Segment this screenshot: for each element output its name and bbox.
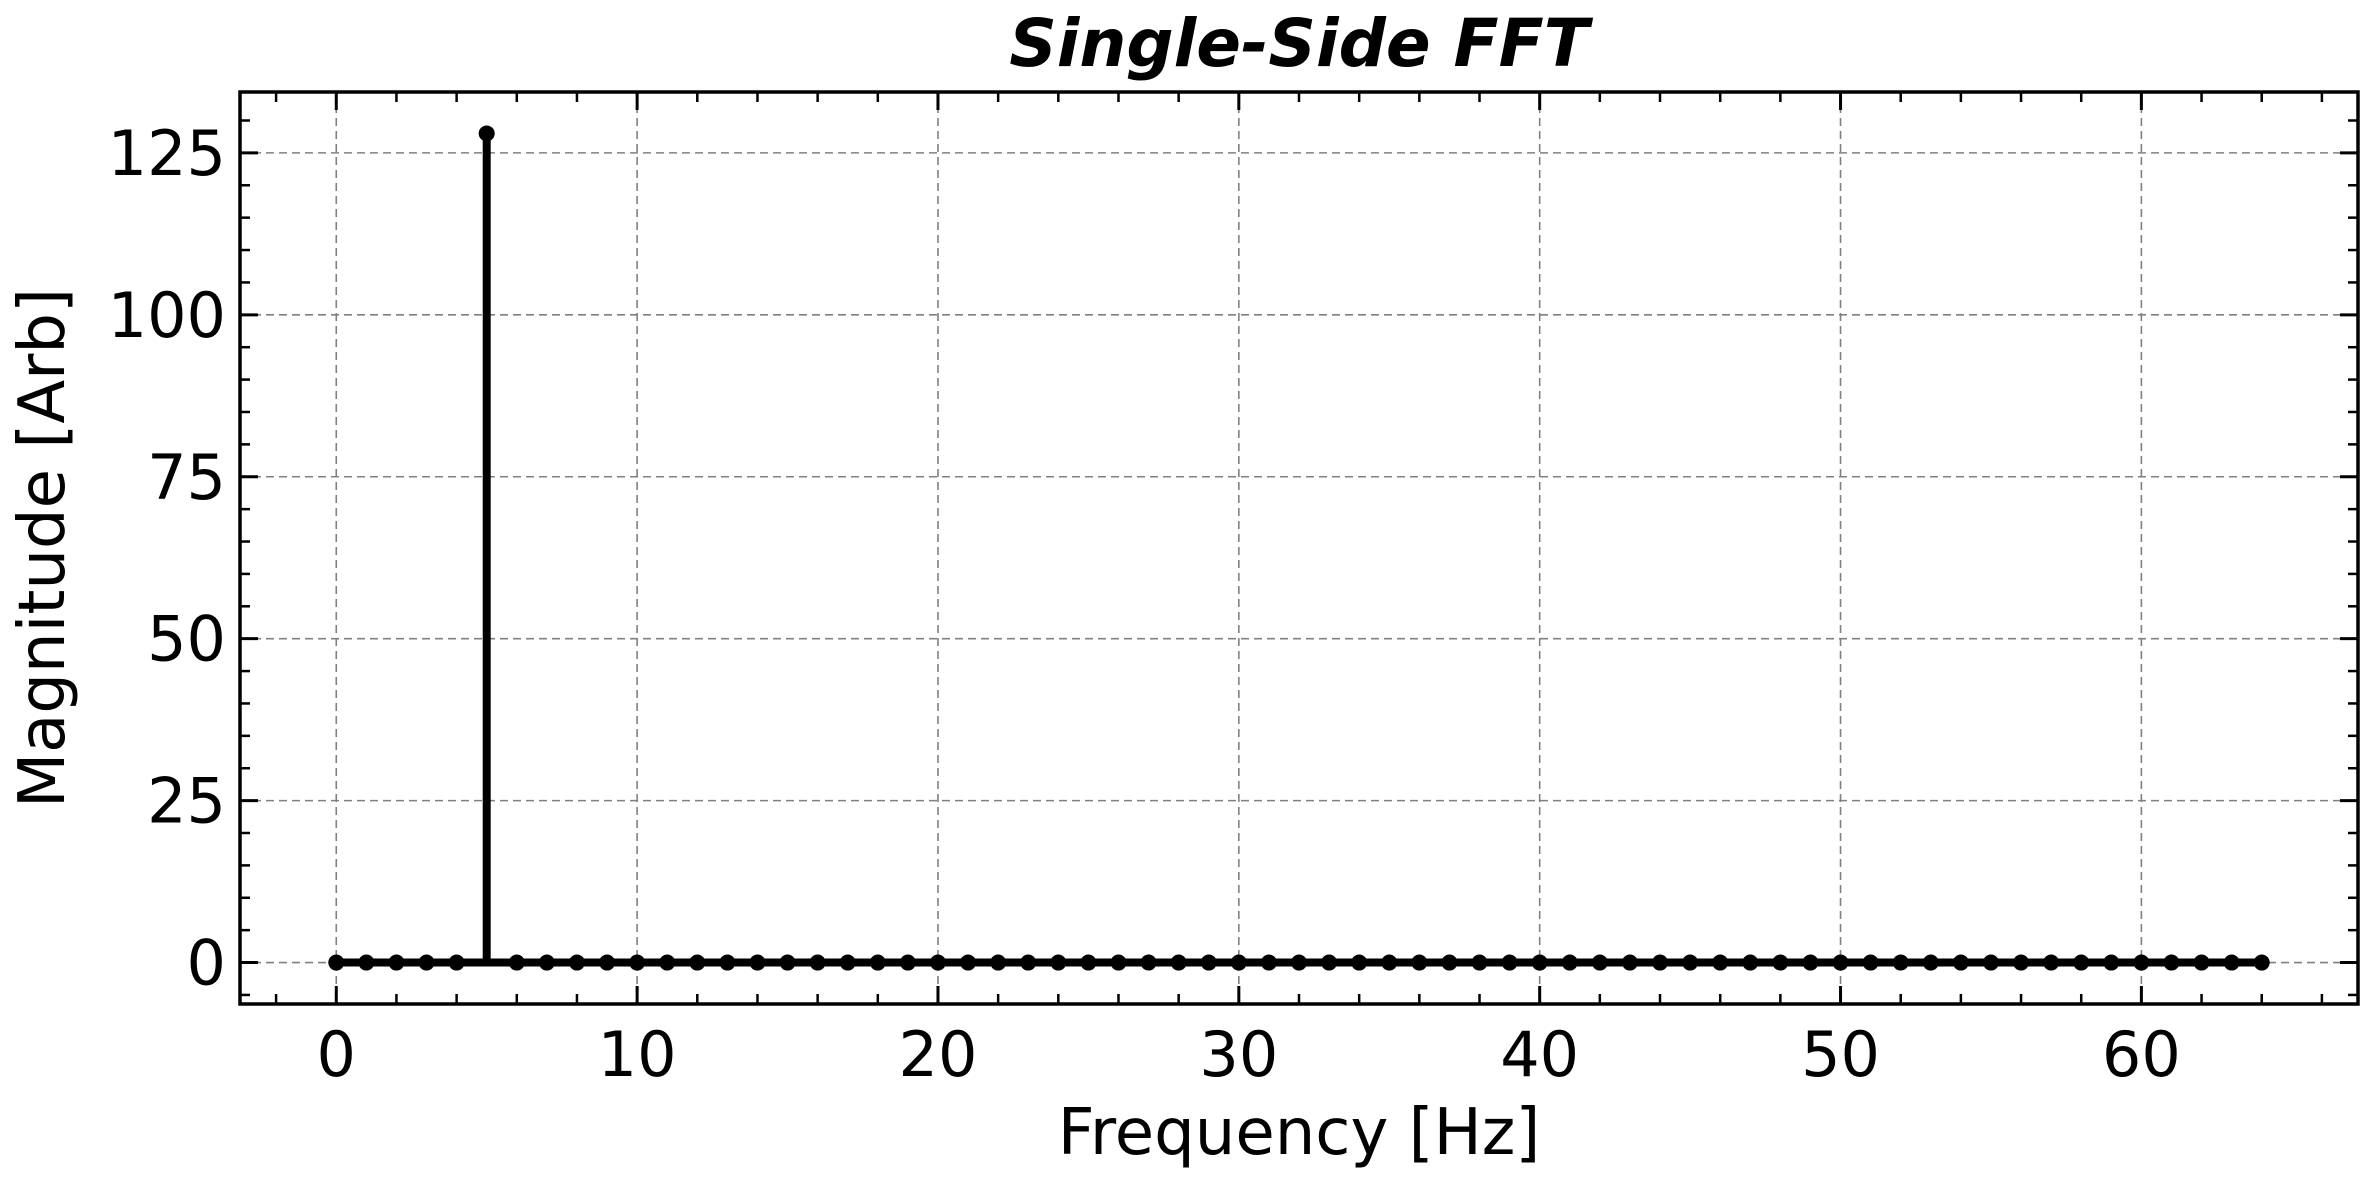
stem-marker bbox=[2253, 954, 2270, 971]
stem-marker bbox=[2133, 954, 2150, 971]
stem-marker bbox=[1982, 954, 1999, 971]
stem-marker bbox=[2073, 954, 2090, 971]
stem-marker bbox=[689, 954, 706, 971]
stem-marker bbox=[929, 954, 946, 971]
y-tick-labels: 0 25 50 75 100 125 bbox=[108, 117, 226, 1000]
stem-marker bbox=[2103, 954, 2120, 971]
stem-marker bbox=[418, 954, 435, 971]
x-tick-label: 30 bbox=[1199, 1018, 1278, 1091]
stem-marker bbox=[448, 954, 465, 971]
stem-marker bbox=[899, 954, 916, 971]
x-tick-label: 10 bbox=[598, 1018, 677, 1091]
plot-frame bbox=[238, 90, 2360, 1006]
stem-marker bbox=[358, 954, 375, 971]
stem-marker bbox=[2193, 954, 2210, 971]
stem-marker bbox=[1862, 954, 1879, 971]
stem-marker bbox=[1080, 954, 1097, 971]
stem-marker bbox=[1561, 954, 1578, 971]
stem-marker bbox=[1922, 954, 1939, 971]
stem-marker bbox=[1742, 954, 1759, 971]
stem-marker bbox=[1441, 954, 1458, 971]
stem-marker bbox=[1050, 954, 1067, 971]
stem-marker bbox=[1892, 954, 1909, 971]
stem-marker bbox=[1200, 954, 1217, 971]
stem-marker bbox=[1381, 954, 1398, 971]
stem-marker bbox=[1471, 954, 1488, 971]
stem-marker bbox=[2223, 954, 2240, 971]
stem-marker bbox=[1772, 954, 1789, 971]
stem-marker bbox=[1230, 954, 1247, 971]
stem-marker bbox=[1712, 954, 1729, 971]
x-tick-label: 40 bbox=[1500, 1018, 1579, 1091]
stem-marker bbox=[388, 954, 405, 971]
stem-marker bbox=[478, 125, 495, 142]
axis-ticks bbox=[240, 92, 2358, 1004]
stem-marker bbox=[1411, 954, 1428, 971]
stem-marker bbox=[2043, 954, 2060, 971]
stem-marker bbox=[719, 954, 736, 971]
y-tick-label: 25 bbox=[147, 765, 226, 838]
stem-marker bbox=[2163, 954, 2180, 971]
x-tick-label: 20 bbox=[899, 1018, 978, 1091]
stem-marker bbox=[1832, 954, 1849, 971]
stem-marker bbox=[960, 954, 977, 971]
stem-marker bbox=[568, 954, 585, 971]
y-tick-label: 50 bbox=[147, 603, 226, 676]
stem-marker bbox=[990, 954, 1007, 971]
stem-marker bbox=[1170, 954, 1187, 971]
stem-marker bbox=[659, 954, 676, 971]
y-tick-label: 75 bbox=[147, 441, 226, 514]
grid-lines bbox=[240, 92, 2358, 1004]
stem-marker bbox=[2013, 954, 2030, 971]
stem-marker bbox=[1140, 954, 1157, 971]
stem-marker bbox=[629, 954, 646, 971]
y-tick-label: 125 bbox=[108, 117, 226, 190]
stem-marker bbox=[839, 954, 856, 971]
stem-marker bbox=[1802, 954, 1819, 971]
x-tick-labels: 0 10 20 30 40 50 60 bbox=[317, 1018, 2181, 1091]
y-tick-label: 100 bbox=[108, 279, 226, 352]
stem-marker bbox=[1260, 954, 1277, 971]
stem-marker bbox=[1020, 954, 1037, 971]
stem-marker bbox=[1501, 954, 1518, 971]
x-axis-label: Frequency [Hz] bbox=[1058, 1096, 1541, 1170]
stem-marker bbox=[599, 954, 616, 971]
stem-marker bbox=[328, 954, 345, 971]
stem-marker bbox=[1591, 954, 1608, 971]
x-tick-label: 50 bbox=[1801, 1018, 1880, 1091]
stem-marker bbox=[869, 954, 886, 971]
stem-marker bbox=[809, 954, 826, 971]
stem-marker bbox=[1291, 954, 1307, 971]
y-axis-label: Magnitude [Arb] bbox=[6, 288, 80, 808]
chart-title: Single-Side FFT bbox=[1009, 5, 1593, 82]
stem-marker bbox=[779, 954, 796, 971]
stem-series bbox=[328, 125, 2270, 971]
stem-marker bbox=[538, 954, 555, 971]
stem-marker bbox=[1621, 954, 1638, 971]
stem-marker bbox=[1531, 954, 1548, 971]
stem-marker bbox=[749, 954, 766, 971]
x-tick-label: 0 bbox=[317, 1018, 356, 1091]
stem-marker bbox=[1952, 954, 1969, 971]
stem-marker bbox=[1351, 954, 1368, 971]
stem-marker bbox=[1652, 954, 1669, 971]
stem-marker bbox=[1682, 954, 1699, 971]
stem-marker bbox=[1110, 954, 1127, 971]
x-tick-label: 60 bbox=[2102, 1018, 2181, 1091]
y-tick-label: 0 bbox=[187, 927, 226, 1000]
stem-marker bbox=[1321, 954, 1338, 971]
stem-marker bbox=[508, 954, 525, 971]
